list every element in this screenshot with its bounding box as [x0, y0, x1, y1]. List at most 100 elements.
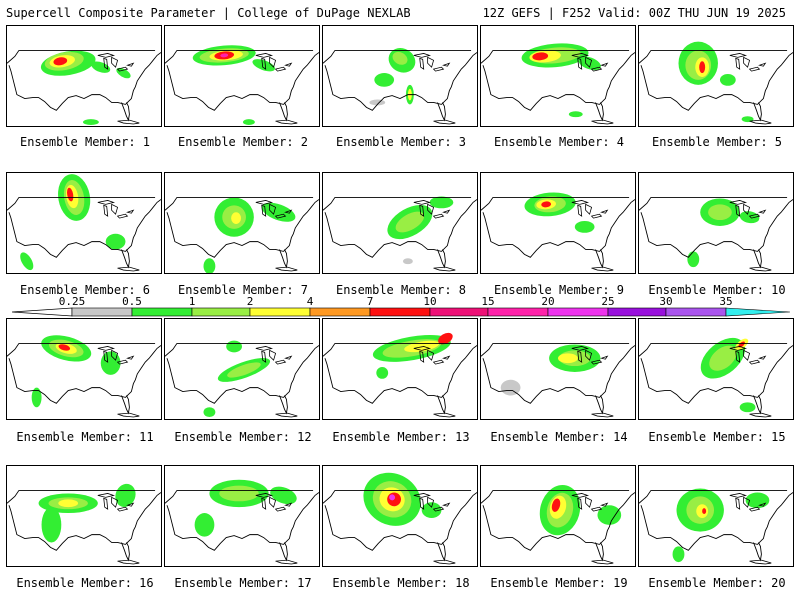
great-lake-outline: [103, 57, 109, 70]
great-lake-outline: [111, 349, 119, 361]
ensemble-member-label: Ensemble Member: 3: [335, 135, 467, 149]
scp-contour: [105, 233, 126, 250]
florida-coastline: [121, 102, 130, 122]
great-lake-outline: [577, 497, 583, 510]
great-lake-outline: [577, 350, 583, 363]
cuba-outline: [433, 559, 456, 565]
scale-tick-label: 7: [366, 295, 374, 308]
ensemble-member-label: Ensemble Member: 15: [648, 430, 786, 444]
map-plot: [7, 174, 161, 272]
florida-coastline: [595, 542, 604, 562]
scp-contour: [574, 221, 595, 233]
great-lake-outline: [274, 66, 287, 72]
great-lake-outline: [116, 506, 129, 512]
scp-contour: [421, 502, 442, 518]
great-lake-outline: [97, 200, 116, 205]
ensemble-map-panel: [164, 465, 320, 567]
scp-contour: [741, 116, 754, 123]
coastline: [166, 52, 319, 111]
great-lake-outline: [743, 349, 751, 361]
great-lake-outline: [261, 204, 267, 217]
cuba-outline: [749, 266, 772, 272]
ensemble-map-panel: [322, 172, 478, 274]
great-lake-outline: [432, 66, 445, 72]
ensemble-member-label: Ensemble Member: 5: [651, 135, 783, 149]
ensemble-member-label: Ensemble Member: 1: [19, 135, 151, 149]
scale-color-bin: [369, 307, 431, 317]
cuba-outline: [117, 559, 140, 565]
great-lake-outline: [585, 56, 593, 68]
coastline: [8, 492, 161, 551]
great-lake-outline: [758, 209, 767, 214]
great-lake-outline: [432, 359, 445, 365]
scp-field: [500, 344, 601, 396]
great-lake-outline: [590, 213, 603, 219]
ensemble-member-label: Ensemble Member: 10: [648, 283, 786, 297]
scale-color-bin: [725, 307, 790, 317]
scp-contour: [194, 513, 215, 537]
map-plot: [323, 332, 477, 418]
ensemble-map-panel: [6, 172, 162, 274]
scale-tick-label: 15: [481, 295, 495, 308]
color-scale-bar: [12, 307, 790, 317]
scp-contour: [392, 51, 408, 65]
great-lake-outline: [413, 200, 432, 205]
great-lake-outline: [255, 200, 274, 205]
scp-field: [672, 488, 770, 563]
great-lake-outline: [571, 53, 590, 58]
canada-border-line: [165, 197, 314, 211]
great-lake-outline: [571, 200, 590, 205]
florida-coastline: [753, 249, 762, 269]
scale-color-bin: [429, 307, 489, 317]
scale-tick-label: 25: [601, 295, 615, 308]
scp-contour: [41, 507, 62, 543]
ensemble-member-label: Ensemble Member: 19: [490, 576, 628, 590]
cuba-outline: [433, 412, 456, 418]
scp-field: [524, 192, 595, 233]
great-lake-outline: [419, 497, 425, 510]
scp-contour: [739, 211, 760, 224]
coastline: [482, 492, 635, 551]
canada-border-line: [165, 50, 314, 64]
scp-contour: [58, 344, 71, 351]
scp-contour: [91, 61, 111, 73]
great-lake-outline: [590, 359, 603, 365]
coastline: [640, 199, 793, 258]
map-plot: [323, 472, 477, 565]
coastline: [8, 345, 161, 404]
canada-border-line: [481, 490, 630, 504]
great-lake-outline: [743, 203, 751, 215]
great-lake-outline: [600, 62, 609, 67]
great-lake-outline: [261, 497, 267, 510]
scp-contour: [402, 258, 413, 265]
scp-field: [194, 479, 297, 537]
canada-border-line: [481, 50, 630, 64]
scp-contour: [53, 57, 68, 66]
great-lake-outline: [97, 493, 116, 498]
florida-coastline: [279, 542, 288, 562]
great-lake-outline: [116, 66, 129, 72]
canada-border-line: [323, 343, 472, 357]
coastline: [324, 492, 477, 551]
great-lake-outline: [97, 346, 116, 351]
cuba-outline: [749, 119, 772, 125]
ensemble-member-label: Ensemble Member: 6: [19, 283, 151, 297]
ensemble-member-label: Ensemble Member: 17: [174, 576, 312, 590]
cuba-outline: [117, 412, 140, 418]
ensemble-map-panel: [638, 465, 794, 567]
scp-contour: [696, 504, 709, 518]
florida-coastline: [437, 542, 446, 562]
canada-border-line: [323, 50, 472, 64]
scale-color-bin: [547, 307, 609, 317]
scale-below-arrow: [12, 307, 73, 317]
scale-tick-label: 0.5: [122, 295, 142, 308]
ensemble-map-panel: [480, 465, 636, 567]
great-lake-outline: [284, 62, 293, 67]
great-lake-outline: [585, 203, 593, 215]
florida-coastline: [437, 102, 446, 122]
map-plot: [639, 197, 793, 272]
scp-contour: [699, 61, 706, 74]
ensemble-map-panel: [164, 172, 320, 274]
great-lake-outline: [261, 57, 267, 70]
map-plot: [165, 197, 319, 273]
